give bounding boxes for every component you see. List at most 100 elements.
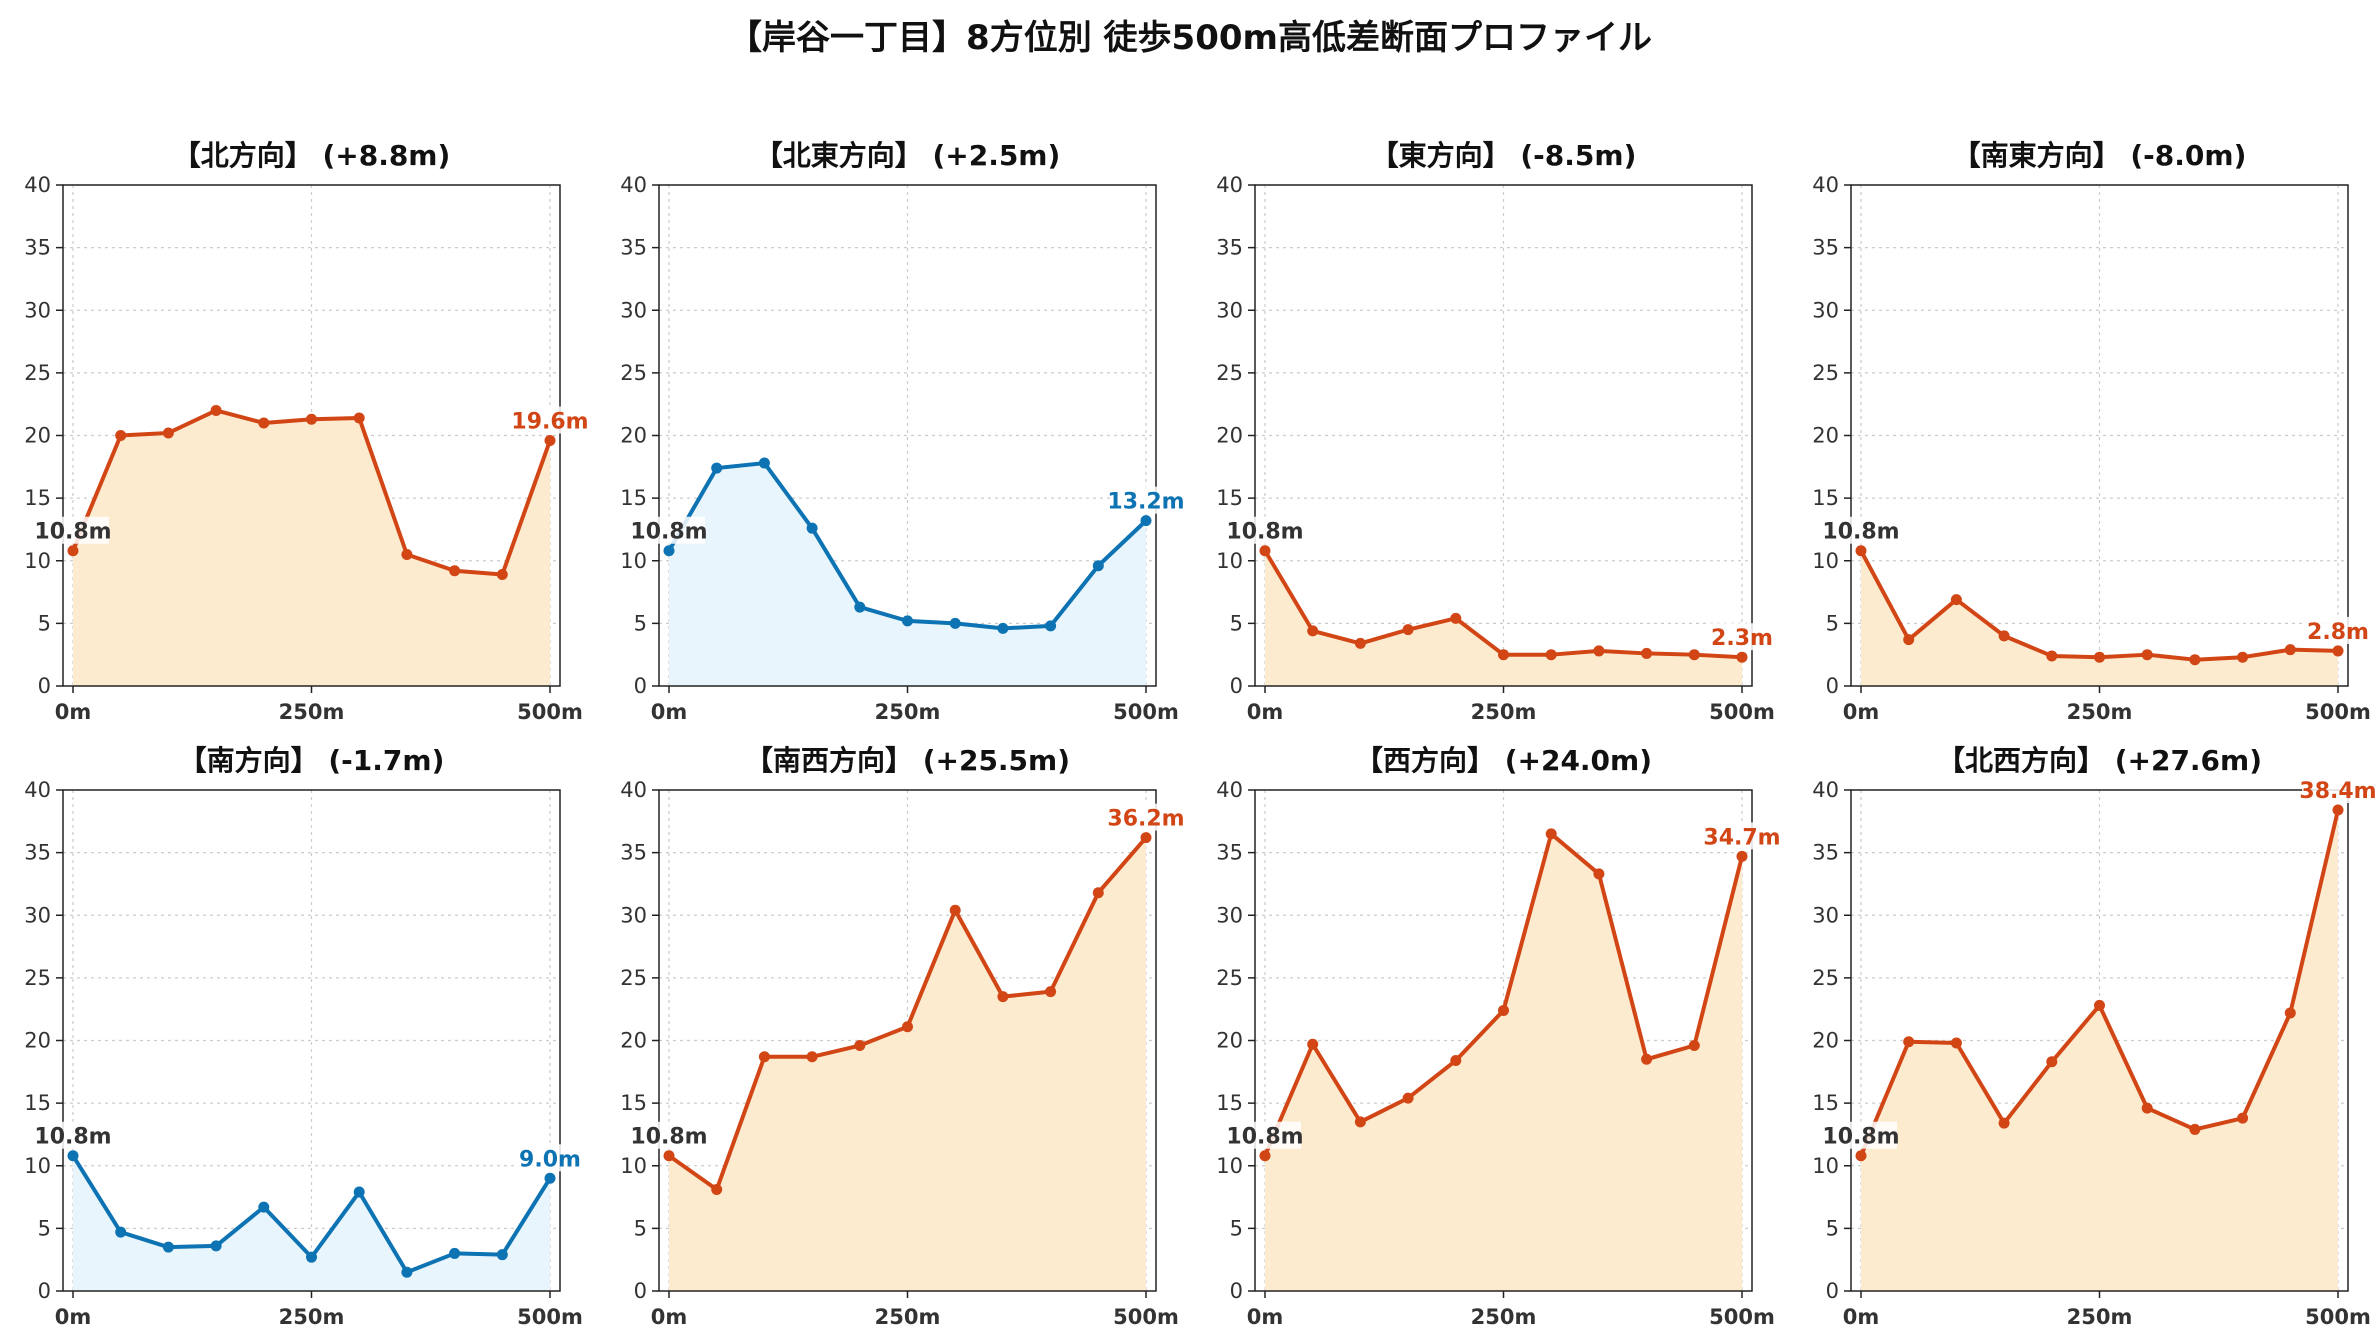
data-point — [902, 1021, 913, 1033]
y-tick-label: 40 — [1216, 173, 1243, 197]
data-point — [758, 1051, 770, 1063]
data-point — [711, 1184, 723, 1196]
x-tick-label: 500m — [1113, 1305, 1179, 1329]
start-value-label: 10.8m — [1226, 520, 1303, 545]
data-point — [806, 522, 818, 534]
figure-title: 【岸谷一丁目】8方位別 徒歩500m高低差断面プロファイル — [728, 18, 1652, 58]
data-point — [210, 404, 222, 416]
panel-title: 【東方向】 (-8.5m) — [1371, 139, 1637, 172]
panel-6: 0 5 10 15 20 25 30 35 40 0m 250m 500m 【西方向】 (+24.0m)… — [1216, 744, 1780, 1329]
panel-title: 【西方向】 (+24.0m) — [1355, 744, 1652, 777]
y-tick-label: 15 — [620, 1091, 647, 1115]
y-tick-label: 5 — [1826, 611, 1839, 635]
area-fill — [1861, 550, 2338, 686]
y-tick-label: 25 — [1216, 361, 1243, 385]
data-point — [67, 545, 79, 557]
data-point — [997, 622, 1009, 634]
end-label-bg — [514, 1144, 586, 1172]
y-tick-label: 25 — [1216, 966, 1243, 990]
panel-title: 【南西方向】 (+25.5m) — [745, 744, 1070, 777]
data-point — [544, 435, 556, 447]
panel-5: 0 5 10 15 20 25 30 35 40 0m 250m 500m 【南西方向】 (+25.5m… — [620, 744, 1184, 1329]
y-tick-label: 25 — [620, 966, 647, 990]
x-tick-label: 250m — [1471, 700, 1537, 724]
data-point — [210, 1240, 222, 1252]
y-tick-label: 10 — [24, 549, 51, 573]
data-point — [1259, 545, 1271, 557]
y-tick-label: 15 — [1812, 1091, 1839, 1115]
y-tick-label: 0 — [634, 1279, 647, 1303]
start-label-bg — [37, 1121, 109, 1149]
y-tick-label: 5 — [38, 1216, 51, 1240]
data-point — [1545, 828, 1557, 840]
x-tick-label: 500m — [517, 700, 583, 724]
data-point — [1593, 868, 1605, 880]
data-point — [1140, 515, 1152, 527]
y-tick-label: 20 — [24, 424, 51, 448]
start-value-label: 10.8m — [34, 520, 111, 545]
y-tick-label: 40 — [1812, 173, 1839, 197]
y-tick-label: 35 — [1812, 841, 1839, 865]
y-tick-label: 35 — [1216, 841, 1243, 865]
y-tick-label: 10 — [24, 1154, 51, 1178]
y-tick-label: 15 — [24, 486, 51, 510]
end-label-bg — [1110, 803, 1182, 831]
data-point — [353, 412, 365, 424]
end-label-bg — [2302, 776, 2374, 804]
data-point — [2237, 651, 2249, 663]
y-tick-label: 25 — [1812, 966, 1839, 990]
area-fill — [669, 463, 1146, 686]
panel-3: 0 5 10 15 20 25 30 35 40 0m 250m 500m 【南東方向】 (-8.0m)… — [1812, 139, 2374, 724]
data-point — [854, 1040, 866, 1052]
data-point — [949, 617, 961, 629]
end-label-bg — [1706, 822, 1778, 850]
data-point — [1307, 625, 1319, 637]
y-tick-label: 20 — [1216, 1029, 1243, 1053]
y-tick-label: 40 — [24, 173, 51, 197]
y-tick-label: 10 — [620, 549, 647, 573]
data-point — [1903, 634, 1915, 646]
y-tick-label: 5 — [1826, 1216, 1839, 1240]
panel-2: 0 5 10 15 20 25 30 35 40 0m 250m 500m 【東方向】 (-8.5m) 1… — [1216, 139, 1778, 724]
data-point — [162, 1241, 174, 1253]
area-fill — [1265, 833, 1742, 1291]
data-point — [115, 1226, 127, 1238]
end-label-bg — [1706, 623, 1778, 651]
data-point — [401, 1266, 413, 1278]
area-fill — [1861, 810, 2338, 1291]
x-tick-label: 250m — [875, 1305, 941, 1329]
y-tick-label: 10 — [620, 1154, 647, 1178]
data-point — [2332, 804, 2344, 816]
y-tick-label: 5 — [634, 1216, 647, 1240]
area-fill — [73, 410, 550, 686]
data-point — [1855, 1150, 1867, 1162]
y-tick-label: 40 — [1216, 778, 1243, 802]
data-point — [1259, 1150, 1271, 1162]
y-tick-label: 5 — [1230, 1216, 1243, 1240]
panel-title: 【北東方向】 (+2.5m) — [755, 139, 1061, 172]
data-point — [854, 601, 866, 613]
data-point — [401, 548, 413, 560]
end-label-bg — [1110, 486, 1182, 514]
data-point — [353, 1186, 365, 1198]
data-point — [1736, 651, 1748, 663]
start-label-bg — [1825, 516, 1897, 544]
start-label-bg — [633, 1121, 705, 1149]
data-point — [1498, 649, 1509, 661]
y-tick-label: 40 — [24, 778, 51, 802]
y-tick-label: 30 — [1812, 903, 1839, 927]
data-point — [1402, 624, 1414, 636]
data-point — [1498, 1004, 1509, 1016]
start-value-label: 10.8m — [630, 1125, 707, 1150]
x-tick-label: 500m — [2305, 1305, 2371, 1329]
y-tick-label: 0 — [38, 674, 51, 698]
x-tick-label: 0m — [651, 1305, 688, 1329]
y-tick-label: 15 — [1216, 1091, 1243, 1115]
y-tick-label: 35 — [24, 236, 51, 260]
start-label-bg — [633, 516, 705, 544]
data-point — [997, 991, 1009, 1003]
end-value-label: 2.8m — [2307, 620, 2369, 645]
data-point — [663, 1150, 675, 1162]
y-tick-label: 30 — [24, 298, 51, 322]
